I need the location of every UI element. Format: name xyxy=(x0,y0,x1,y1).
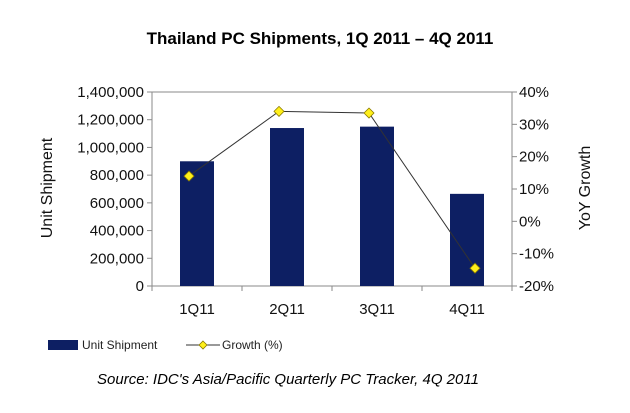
bar-2q11 xyxy=(270,128,304,286)
y-right-tick-label: -10% xyxy=(519,246,554,263)
legend: Unit Shipment Growth (%) xyxy=(48,338,283,352)
growth-line xyxy=(188,110,476,269)
x-tick-label: 3Q11 xyxy=(359,301,395,318)
y-left-tick-label: 0 xyxy=(136,278,144,295)
growth-point-4q11 xyxy=(469,262,481,274)
bar-series xyxy=(180,126,484,287)
y-right-tick-label: 10% xyxy=(519,181,549,198)
legend-swatch-growth-marker xyxy=(198,340,208,350)
x-tick-label: 1Q11 xyxy=(179,301,215,318)
y-left-tick-label: 1,200,000 xyxy=(77,112,144,129)
x-tick-label: 4Q11 xyxy=(449,301,485,318)
bar-1q11 xyxy=(180,161,214,286)
y-left-tick-label: 600,000 xyxy=(90,195,144,212)
y-right-tick-label: 20% xyxy=(519,149,549,166)
y-left-tick-label: 200,000 xyxy=(90,250,144,267)
y-left-tick-label: 1,400,000 xyxy=(77,84,144,101)
growth-point-2q11 xyxy=(273,105,285,117)
y-axis-left: 0 200,000 400,000 600,000 800,000 1,000,000 1,… xyxy=(77,84,152,295)
legend-swatch-unit-shipment xyxy=(48,340,78,350)
x-axis: 1Q11 2Q11 3Q11 4Q11 xyxy=(151,286,513,318)
y-left-tick-label: 800,000 xyxy=(90,167,144,184)
growth-point-3q11 xyxy=(363,107,375,119)
y-axis-right-label: YoY Growth xyxy=(577,146,594,231)
y-axis-left-label: Unit Shipment xyxy=(39,137,56,238)
y-right-tick-label: 30% xyxy=(519,116,549,133)
y-axis-right: -20% -10% 0% 10% 20% 30% 40% xyxy=(512,84,554,295)
source-note: Source: IDC's Asia/Pacific Quarterly PC … xyxy=(97,371,479,388)
y-left-tick-label: 400,000 xyxy=(90,223,144,240)
chart-title: Thailand PC Shipments, 1Q 2011 – 4Q 2011 xyxy=(147,29,494,48)
legend-label-unit-shipment: Unit Shipment xyxy=(82,338,158,352)
bar-3q11 xyxy=(360,126,394,287)
y-right-tick-label: 0% xyxy=(519,213,541,230)
y-right-tick-label: 40% xyxy=(519,84,549,101)
legend-label-growth: Growth (%) xyxy=(222,338,283,352)
y-right-tick-label: -20% xyxy=(519,278,554,295)
x-tick-label: 2Q11 xyxy=(269,301,305,318)
growth-series xyxy=(183,105,481,274)
growth-point-1q11 xyxy=(183,170,195,182)
y-left-tick-label: 1,000,000 xyxy=(77,139,144,156)
